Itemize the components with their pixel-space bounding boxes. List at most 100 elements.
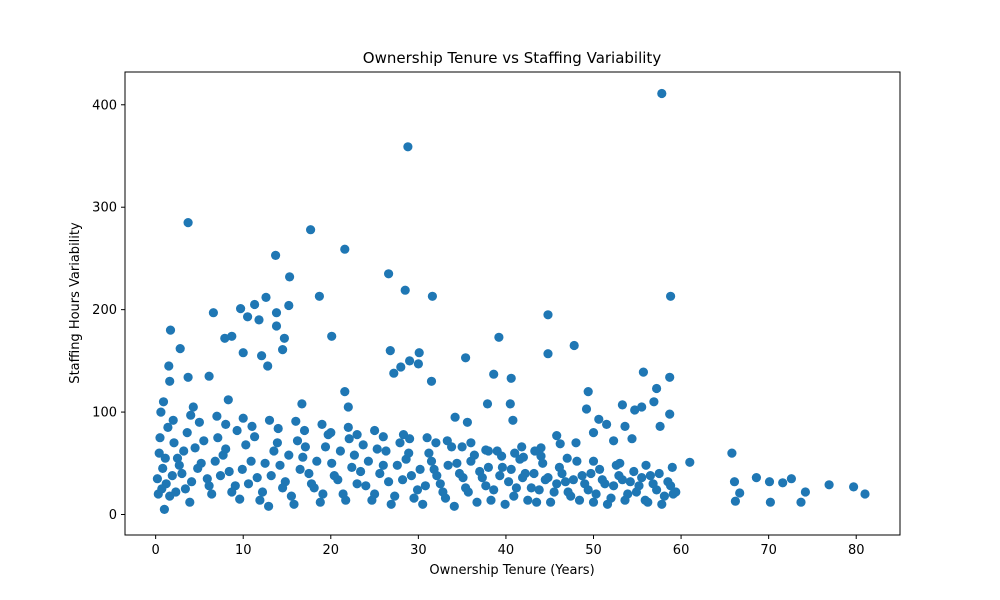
- data-point: [546, 497, 556, 507]
- data-point: [751, 473, 762, 483]
- x-tick-label: 10: [235, 543, 252, 558]
- data-point: [236, 304, 246, 314]
- data-point: [667, 462, 677, 472]
- data-point: [849, 482, 859, 492]
- data-point: [536, 451, 546, 461]
- data-point: [764, 477, 775, 487]
- data-point: [580, 479, 590, 489]
- data-point: [641, 460, 651, 470]
- data-point: [657, 88, 667, 99]
- x-tick-label: 0: [152, 543, 160, 558]
- data-point: [414, 348, 424, 358]
- data-point: [609, 481, 619, 491]
- data-point: [412, 485, 423, 495]
- data-point: [602, 419, 612, 429]
- data-point: [560, 477, 571, 487]
- data-point: [174, 460, 184, 470]
- data-point: [361, 481, 371, 491]
- chart-title: Ownership Tenure vs Staffing Variability: [363, 49, 662, 67]
- data-point: [392, 460, 402, 470]
- data-point: [557, 468, 567, 479]
- data-point: [398, 475, 408, 485]
- data-point: [492, 446, 502, 456]
- data-point: [343, 402, 353, 412]
- data-point: [300, 442, 310, 452]
- data-point: [418, 499, 428, 509]
- data-point: [489, 369, 499, 379]
- data-point: [497, 462, 507, 472]
- data-point: [404, 448, 414, 458]
- data-point: [432, 471, 442, 481]
- data-point: [227, 331, 237, 341]
- x-tick-label: 20: [323, 543, 340, 558]
- data-point: [179, 446, 189, 456]
- data-point: [555, 439, 565, 449]
- data-point: [386, 499, 396, 509]
- data-point: [194, 417, 204, 427]
- data-point: [568, 475, 579, 485]
- data-point: [489, 485, 499, 495]
- data-point: [213, 433, 223, 443]
- data-point: [327, 458, 337, 468]
- data-point: [278, 483, 288, 493]
- x-tick-label: 30: [410, 543, 427, 558]
- data-point: [352, 430, 362, 440]
- data-point: [581, 404, 592, 414]
- data-point: [363, 456, 373, 466]
- y-axis-ticks: 0 100 200 300 400: [92, 98, 125, 523]
- data-point: [631, 487, 642, 497]
- data-point: [297, 399, 307, 409]
- data-point: [427, 291, 437, 301]
- data-point: [529, 468, 539, 479]
- data-point: [523, 495, 533, 505]
- data-point: [552, 431, 562, 441]
- data-point: [447, 442, 457, 452]
- data-point: [165, 325, 176, 335]
- data-point: [390, 491, 400, 501]
- data-point: [271, 308, 282, 318]
- data-point: [588, 456, 599, 466]
- data-point: [403, 142, 413, 152]
- y-tick-label: 100: [92, 406, 117, 421]
- data-point: [540, 475, 550, 485]
- data-point: [466, 456, 476, 466]
- data-point: [237, 464, 247, 474]
- data-point: [395, 438, 405, 448]
- data-point: [450, 412, 460, 422]
- data-point: [415, 464, 425, 474]
- data-point: [405, 434, 415, 444]
- x-tick-label: 50: [585, 543, 602, 558]
- x-axis-label: Ownership Tenure (Years): [429, 563, 594, 578]
- y-tick-label: 300: [92, 201, 117, 216]
- data-point: [247, 421, 257, 431]
- data-point: [510, 448, 520, 458]
- data-point: [183, 218, 193, 228]
- data-point: [400, 285, 410, 295]
- data-point: [569, 340, 579, 351]
- data-point: [800, 487, 811, 497]
- data-point: [257, 487, 268, 497]
- data-point: [284, 300, 294, 311]
- data-point: [517, 442, 527, 452]
- data-point: [261, 292, 271, 302]
- data-point: [602, 499, 613, 509]
- data-point: [526, 483, 536, 493]
- data-point: [168, 415, 178, 425]
- data-point: [665, 409, 675, 419]
- data-point: [220, 333, 230, 343]
- data-point: [318, 489, 328, 499]
- x-axis-ticks: 0 10 20 30 40 50 60 70 80: [152, 535, 864, 558]
- data-point: [511, 483, 521, 493]
- data-point: [375, 468, 385, 479]
- data-point: [343, 422, 353, 432]
- data-point: [157, 484, 167, 494]
- data-point: [562, 453, 572, 463]
- data-point: [654, 468, 664, 479]
- data-point: [204, 371, 214, 381]
- data-point: [358, 440, 368, 450]
- data-point: [435, 479, 445, 489]
- data-point: [472, 497, 482, 507]
- data-point: [158, 397, 169, 407]
- data-point: [152, 474, 162, 484]
- data-point: [312, 456, 322, 466]
